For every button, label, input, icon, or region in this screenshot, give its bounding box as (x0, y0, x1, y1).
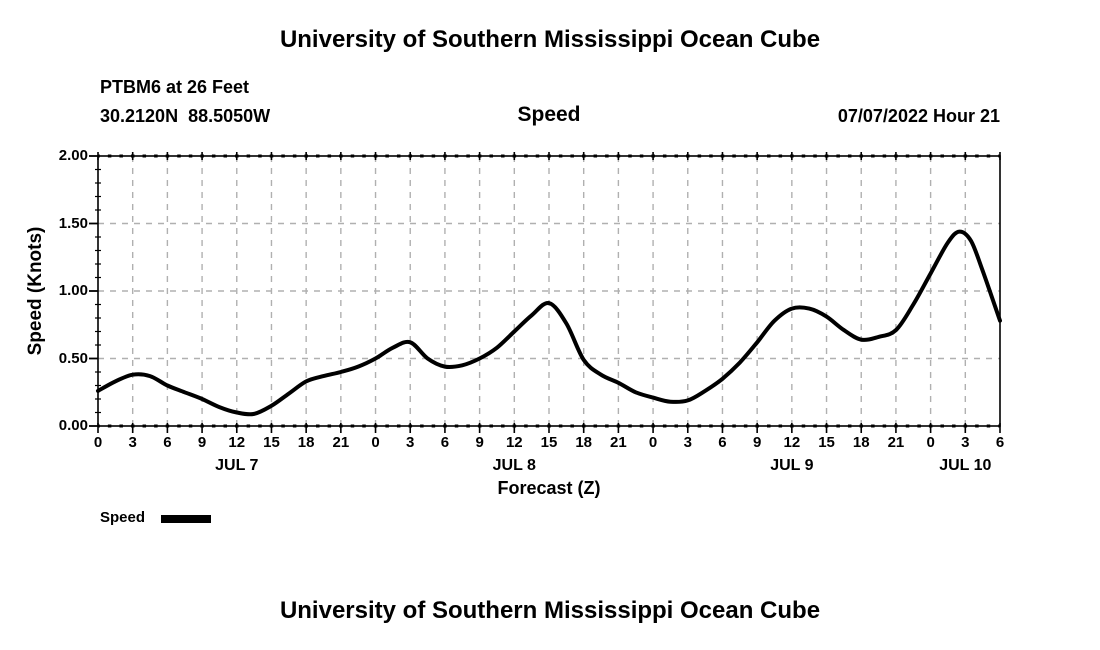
x-tick-label: 12 (505, 434, 523, 451)
x-tick-label: 3 (406, 434, 415, 451)
x-tick-label: 12 (228, 434, 246, 451)
station-label: PTBM6 at 26 Feet (100, 77, 250, 97)
y-tick-label: 1.00 (58, 282, 88, 299)
legend-series-label: Speed (100, 509, 146, 527)
y-tick-label: 1.50 (58, 214, 88, 232)
x-tick-label: 15 (818, 434, 835, 451)
x-tick-label: 21 (332, 434, 350, 451)
legend-line-swatch (161, 514, 212, 523)
y-tick-label: 0.00 (58, 417, 88, 434)
day-label: JUL 7 (215, 457, 259, 474)
x-tick-label: 3 (128, 434, 137, 451)
legend: Speed (100, 509, 212, 527)
footer-title: University of Southern Mississippi Ocean… (279, 597, 821, 624)
coordinates-label: 30.2120N 88.5050W (100, 106, 271, 126)
x-tick-label: 12 (783, 434, 801, 451)
y-tick-label: 2.00 (58, 147, 88, 164)
x-tick-label: 21 (610, 434, 627, 451)
x-tick-label: 6 (995, 434, 1005, 451)
x-tick-label: 15 (540, 434, 558, 451)
x-tick-label: 9 (475, 434, 484, 451)
speed-series-line (96, 229, 1002, 417)
forecast-datetime-label: 07/07/2022 Hour 21 (837, 106, 1000, 126)
x-tick-label: 0 (648, 434, 658, 451)
x-tick-label: 6 (718, 434, 727, 451)
x-tick-label: 3 (961, 434, 970, 451)
day-label: JUL 9 (770, 457, 814, 474)
day-label: JUL 8 (492, 457, 536, 474)
x-tick-label: 0 (93, 434, 103, 451)
chart-title: Speed (517, 103, 581, 126)
y-tick-label: 0.50 (58, 349, 88, 367)
x-tick-label: 0 (926, 434, 935, 451)
x-tick-label: 9 (752, 434, 762, 451)
x-tick-label: 21 (887, 434, 905, 451)
day-label: JUL 10 (939, 457, 992, 474)
x-tick-label: 3 (683, 434, 692, 451)
x-tick-label: 18 (852, 434, 870, 451)
x-tick-label: 6 (440, 434, 450, 451)
x-tick-label: 18 (297, 434, 315, 451)
x-tick-label: 9 (197, 434, 207, 451)
x-tick-label: 0 (371, 434, 380, 451)
x-tick-label: 15 (263, 434, 280, 451)
x-tick-label: 6 (163, 434, 172, 451)
page-title: University of Southern Mississippi Ocean… (279, 26, 821, 53)
x-axis-title: Forecast (Z) (497, 478, 601, 498)
x-tick-label: 18 (575, 434, 593, 451)
